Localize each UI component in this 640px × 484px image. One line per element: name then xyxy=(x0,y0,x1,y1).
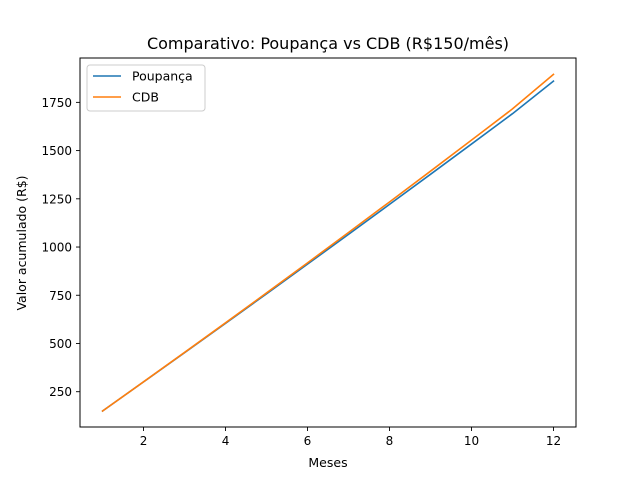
legend-items: Poupança CDB xyxy=(93,69,193,105)
legend: Poupança CDB xyxy=(86,64,206,112)
y-tick-label: 250 xyxy=(49,385,72,399)
y-tick-label: 1000 xyxy=(41,241,72,255)
x-axis-label: Meses xyxy=(308,455,347,470)
x-tick-label: 2 xyxy=(140,434,148,448)
x-tick-label: 8 xyxy=(386,434,394,448)
y-tick-label: 750 xyxy=(49,289,72,303)
y-tick-label: 1750 xyxy=(41,96,72,110)
x-tick-label: 4 xyxy=(222,434,230,448)
y-tick-label: 1250 xyxy=(41,192,72,206)
chart-title: Comparativo: Poupança vs CDB (R$150/mês) xyxy=(147,34,509,53)
plot-area: 2 4 6 8 10 12 250 500 750 1000 1250 1500 1750 xyxy=(41,57,577,448)
x-tick-label: 12 xyxy=(546,434,561,448)
y-axis-label: Valor acumulado (R$) xyxy=(14,175,29,310)
axes-frame xyxy=(79,57,577,428)
y-tick-label: 500 xyxy=(49,337,72,351)
y-tick-label: 1500 xyxy=(41,144,72,158)
legend-label: Poupança xyxy=(132,69,193,84)
legend-label: CDB xyxy=(132,90,159,105)
series-line-cdb xyxy=(101,73,555,413)
x-tick-label: 10 xyxy=(464,434,479,448)
y-axis-ticks: 250 500 750 1000 1250 1500 1750 xyxy=(41,96,80,399)
series-lines xyxy=(101,73,555,413)
x-axis-ticks: 2 4 6 8 10 12 xyxy=(140,427,561,448)
x-tick-label: 6 xyxy=(304,434,312,448)
